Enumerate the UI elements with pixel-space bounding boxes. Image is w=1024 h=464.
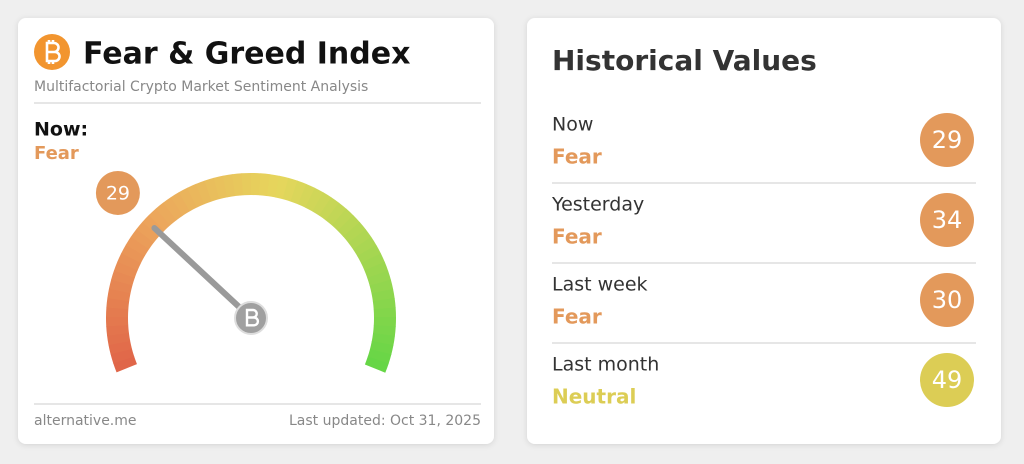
gauge-arc (339, 217, 346, 223)
gauge-value: 29 (106, 182, 130, 204)
gauge-arc (122, 274, 125, 283)
gauge-arc (381, 343, 383, 352)
gauge-arc (127, 258, 131, 266)
period: Last month (552, 354, 659, 376)
gauge-arc (118, 291, 120, 300)
gauge-arc (124, 266, 127, 275)
value: 29 (932, 126, 963, 154)
gauge-arc (234, 184, 243, 185)
gauge-arc (384, 326, 385, 335)
gauge-arc (131, 250, 135, 258)
source: alternative.me (34, 413, 137, 429)
gauge-arc (277, 187, 286, 189)
gauge-arc (119, 343, 121, 352)
period: Yesterday (551, 194, 644, 216)
gauge-arc (170, 206, 177, 211)
gauge-arc (177, 202, 185, 207)
gauge-arc (120, 282, 122, 291)
gauge-arc (310, 198, 318, 202)
gauge-arc (184, 198, 192, 202)
gauge-arc (325, 206, 332, 211)
gauge-arc (145, 229, 151, 236)
gauge-arc (378, 274, 381, 283)
value: 49 (932, 366, 963, 394)
gauge-arc (294, 191, 303, 194)
gauge-arc (351, 229, 357, 236)
bitcoin-icon (34, 34, 70, 70)
gauge-arc (375, 266, 378, 275)
gauge-arc (163, 211, 170, 217)
now-label: Now: (34, 119, 88, 141)
classification: Fear (552, 145, 602, 169)
gauge-arc (383, 334, 384, 343)
gauge-arc (268, 185, 277, 187)
gauge-arc (140, 236, 145, 243)
gauge-arc (192, 194, 200, 198)
gauge-arc (117, 325, 118, 334)
gauge-arc (384, 300, 385, 309)
gauge-arc (332, 211, 339, 217)
gauge-arc (318, 202, 326, 207)
value: 34 (932, 206, 963, 234)
classification: Fear (552, 305, 602, 329)
gauge-arc (345, 223, 351, 230)
card-title: Fear & Greed Index (83, 37, 410, 72)
last-updated: Last updated: Oct 31, 2025 (289, 413, 481, 429)
gauge-arc (135, 243, 140, 251)
gauge-arc (371, 258, 375, 266)
gauge-arc (200, 191, 209, 194)
value: 30 (932, 286, 963, 314)
gauge-arc (380, 283, 382, 292)
gauge-arc (382, 291, 384, 300)
gauge-arc (121, 351, 124, 360)
gauge-arc (378, 352, 381, 361)
gauge-arc (367, 250, 371, 258)
gauge-arc (216, 186, 225, 188)
gauge-arc (362, 243, 367, 251)
period: Last week (552, 274, 648, 296)
gauge-arc (118, 334, 119, 343)
classification: Fear (552, 225, 602, 249)
classification: Neutral (552, 385, 636, 409)
period: Now (552, 114, 593, 136)
gauge-arc (225, 185, 234, 186)
gauge-arc (260, 184, 269, 185)
gauge-arc (117, 299, 118, 308)
gauge-arc (124, 360, 127, 369)
gauge-arc (286, 189, 295, 192)
gauge-arc (375, 360, 378, 369)
now-class: Fear (34, 143, 79, 164)
card-title: Historical Values (552, 44, 817, 77)
gauge-arc (357, 236, 362, 243)
subtitle: Multifactorial Crypto Market Sentiment A… (34, 79, 368, 95)
gauge-arc (157, 217, 164, 223)
gauge-arc (208, 188, 217, 191)
gauge-arc (302, 194, 310, 198)
